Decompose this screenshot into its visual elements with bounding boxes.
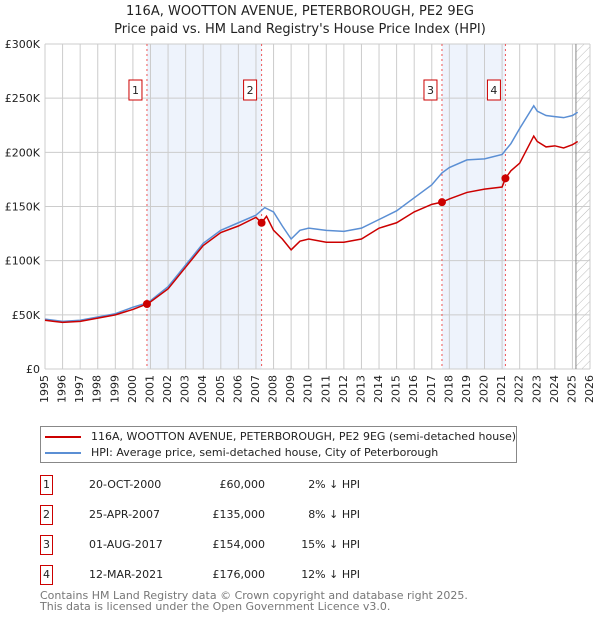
sale-point: [142, 300, 151, 308]
footer-line-2: This data is licensed under the Open Gov…: [40, 600, 391, 613]
y-tick-label: £150K: [5, 201, 41, 214]
x-tick-label: 2006: [231, 375, 244, 403]
sale-price: £135,000: [212, 508, 266, 521]
x-tick-label: 2026: [583, 375, 596, 403]
x-tick-label: 2015: [390, 375, 403, 403]
x-tick-label: 2020: [478, 375, 491, 403]
sale-date: 12-MAR-2021: [89, 568, 164, 581]
x-tick-label: 2024: [548, 375, 561, 403]
legend-label-hpi: HPI: Average price, semi-detached house,…: [91, 446, 439, 459]
sale-date: 25-APR-2007: [89, 508, 161, 521]
footer-line-1: Contains HM Land Registry data © Crown c…: [40, 589, 468, 602]
sale-hpi-diff: 15% ↓ HPI: [301, 538, 360, 551]
sale-label-box: [423, 79, 438, 101]
y-tick-label: £200K: [5, 146, 41, 159]
x-tick-label: 1997: [73, 375, 86, 403]
y-tick-label: £250K: [5, 92, 41, 105]
legend-red-line: [45, 435, 81, 438]
sale-label: 1: [132, 84, 139, 97]
sale-point: [501, 174, 510, 183]
sale-date: 01-AUG-2017: [89, 538, 163, 551]
y-tick-label: £300K: [5, 38, 41, 51]
sale-number-badge: 2: [40, 505, 53, 525]
x-tick-label: 2003: [179, 375, 192, 403]
x-tick-label: 2013: [354, 375, 367, 403]
x-tick-label: 2008: [267, 375, 280, 403]
x-tick-label: 2021: [495, 375, 508, 403]
x-tick-label: 2004: [196, 375, 209, 403]
sale-label: 4: [490, 84, 497, 97]
x-tick-label: 2012: [337, 375, 350, 403]
x-tick-label: 2000: [126, 375, 139, 403]
sale-label-box: [128, 79, 143, 101]
x-tick-label: 2005: [214, 375, 227, 403]
sale-label: 3: [427, 84, 434, 97]
x-tick-label: 2018: [442, 375, 455, 403]
x-tick-label: 2016: [407, 375, 420, 403]
footer: Contains HM Land Registry data © Crown c…: [40, 590, 468, 612]
x-tick-label: 2002: [161, 375, 174, 403]
sale-number-badge: 4: [40, 565, 53, 585]
legend-blue-line: [45, 451, 81, 454]
sale-price: £60,000: [219, 478, 266, 491]
sale-label-box: [486, 79, 501, 101]
x-tick-label: 2001: [143, 375, 156, 403]
x-tick-label: 2010: [302, 375, 315, 403]
x-tick-label: 1996: [56, 375, 69, 403]
x-tick-label: 1998: [91, 375, 104, 403]
sale-number-badge: 3: [40, 535, 53, 555]
legend-label-property: 116A, WOOTTON AVENUE, PETERBOROUGH, PE2 …: [91, 430, 517, 443]
x-tick-label: 2025: [565, 375, 578, 403]
x-tick-label: 2019: [460, 375, 473, 403]
sale-point: [257, 218, 266, 227]
sale-price: £176,000: [212, 568, 266, 581]
x-tick-label: 2022: [513, 375, 526, 403]
x-tick-label: 1995: [38, 375, 51, 403]
sale-hpi-diff: 12% ↓ HPI: [301, 568, 360, 581]
y-tick-label: £100K: [5, 255, 41, 268]
sale-date: 20-OCT-2000: [89, 478, 162, 491]
price-chart: 1995 1996 1997 1998 1999 2000 2001 2002 2003 2004…: [5, 38, 596, 403]
chart-title: 116A, WOOTTON AVENUE, PETERBOROUGH, PE2 …: [126, 4, 474, 19]
x-tick-label: 2009: [284, 375, 297, 403]
sale-hpi-diff: 8% ↓ HPI: [308, 508, 360, 521]
sale-point: [437, 198, 446, 207]
sale-label-box: [243, 79, 258, 101]
sale-hpi-diff: 2% ↓ HPI: [308, 478, 360, 491]
x-tick-label: 2011: [319, 375, 332, 403]
sale-label: 2: [247, 84, 254, 97]
x-tick-label: 1999: [108, 375, 121, 403]
x-tick-label: 2014: [372, 375, 385, 403]
x-tick-label: 2017: [425, 375, 438, 403]
sale-number-badge: 1: [40, 475, 53, 495]
x-tick-label: 2023: [530, 375, 543, 403]
sale-price: £154,000: [212, 538, 266, 551]
legend: 116A, WOOTTON AVENUE, PETERBOROUGH, PE2 …: [40, 426, 517, 463]
y-tick-label: £0: [26, 363, 40, 376]
y-tick-label: £50K: [12, 309, 41, 322]
chart-subtitle: Price paid vs. HM Land Registry's House …: [114, 22, 486, 37]
x-tick-label: 2007: [249, 375, 262, 403]
